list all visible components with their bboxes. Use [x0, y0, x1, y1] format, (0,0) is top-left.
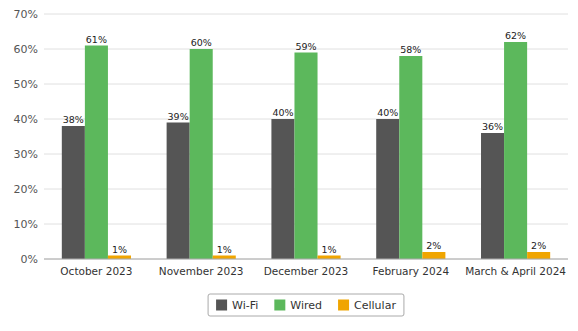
data-label: 38%: [63, 114, 84, 125]
legend-swatch: [216, 300, 227, 311]
x-tick-label: November 2023: [159, 265, 244, 277]
data-label: 2%: [426, 240, 441, 251]
legend-swatch: [274, 300, 285, 311]
bar: [318, 256, 341, 260]
data-label: 62%: [505, 30, 526, 41]
x-tick-label: October 2023: [60, 265, 132, 277]
data-label: 61%: [86, 34, 107, 45]
chart: 0% 10% 20% 30% 40% 50% 60% 70% 38% 39% 40% 40% 36% 61…: [0, 0, 578, 331]
legend-label: Wi-Fi: [232, 299, 258, 312]
grid-line: [44, 259, 568, 260]
grid-line: [44, 14, 568, 15]
x-tick-label: February 2024: [373, 265, 450, 277]
y-tick-label: 20%: [14, 183, 38, 196]
x-axis-line: [44, 259, 568, 260]
bars: [62, 42, 550, 259]
bar: [271, 119, 294, 259]
y-tick-label: 0%: [21, 253, 38, 266]
y-tick-label: 50%: [14, 78, 38, 91]
data-label: 40%: [272, 107, 293, 118]
bar: [399, 56, 422, 259]
bar: [167, 123, 190, 260]
data-label: 36%: [482, 121, 503, 132]
bar: [527, 252, 550, 259]
data-label: 1%: [322, 244, 337, 255]
bar: [108, 256, 131, 260]
bar: [481, 133, 504, 259]
data-labels: 38% 39% 40% 40% 36% 61% 60% 59% 58% 62% 1% 1% 1% 2% 2%: [63, 30, 546, 255]
bar: [85, 46, 108, 260]
data-label: 40%: [377, 107, 398, 118]
legend-swatch: [338, 300, 349, 311]
data-label: 1%: [112, 244, 127, 255]
data-label: 58%: [400, 44, 421, 55]
y-tick-label: 10%: [14, 218, 38, 231]
bar: [190, 49, 213, 259]
data-label: 39%: [168, 111, 189, 122]
legend-box: [208, 294, 404, 316]
bar: [376, 119, 399, 259]
bar: [62, 126, 85, 259]
grid: [44, 14, 568, 259]
legend-label: Cellular: [354, 299, 396, 312]
bar: [504, 42, 527, 259]
bar: [213, 256, 236, 260]
data-label: 59%: [295, 41, 316, 52]
legend-label: Wired: [290, 299, 322, 312]
x-tick-label: December 2023: [264, 265, 349, 277]
data-label: 60%: [191, 37, 212, 48]
bar: [294, 53, 317, 260]
y-tick-label: 60%: [14, 43, 38, 56]
x-tick-label: March & April 2024: [465, 265, 566, 277]
y-tick-label: 40%: [14, 113, 38, 126]
y-tick-label: 70%: [14, 8, 38, 21]
y-tick-label: 30%: [14, 148, 38, 161]
data-label: 2%: [531, 240, 546, 251]
data-label: 1%: [217, 244, 232, 255]
bar: [422, 252, 445, 259]
legend: Wi-Fi Wired Cellular: [208, 294, 404, 316]
